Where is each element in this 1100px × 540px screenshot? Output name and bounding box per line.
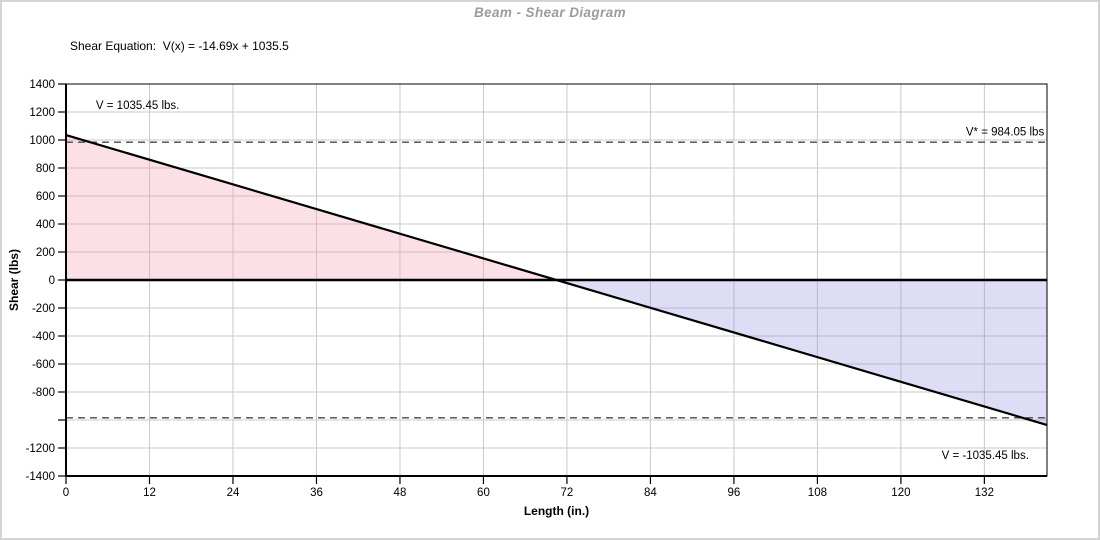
x-tick-label: 48 [394,487,407,499]
x-axis-title: Length (in.) [524,504,589,518]
annotation-allowable-shear: V* = 984.05 lbs [966,126,1045,138]
x-tick-label: 12 [143,487,156,499]
x-tick-label: 84 [644,487,657,499]
y-tick-label: 1000 [29,135,55,147]
x-tick-label: 72 [561,487,574,499]
shear-line [65,133,1048,427]
y-tick-label: 1400 [29,79,55,91]
y-axis-title: Shear (lbs) [7,249,21,311]
shear-equation-label: Shear Equation: V(x) = -14.69x + 1035.5 [70,39,289,53]
y-tick-label: -600 [32,359,55,371]
x-tick-label: 0 [63,487,69,499]
y-tick-label: -1200 [26,443,55,455]
y-tick-label: 600 [36,191,55,203]
y-tick-label: -800 [32,387,55,399]
x-tick-label: 60 [477,487,490,499]
annotation-max-shear: V = 1035.45 lbs. [96,100,179,112]
y-tick-label: 200 [36,247,55,259]
x-tick-label: 132 [975,487,994,499]
y-tick-label: -200 [32,303,55,315]
x-tick-label: 108 [808,487,827,499]
x-tick-label: 120 [891,487,910,499]
y-tick-label: -1400 [26,471,55,483]
y-tick-label: 400 [36,219,55,231]
y-tick-label: 1200 [29,107,55,119]
y-tick-label: 800 [36,163,55,175]
y-tick-label: 0 [49,275,55,287]
chart-title: Beam - Shear Diagram [473,5,627,20]
x-tick-label: 24 [227,487,240,499]
x-tick-label: 96 [728,487,741,499]
y-tick-label: -400 [32,331,55,343]
annotation-min-shear: V = -1035.45 lbs. [942,450,1029,462]
x-tick-label: 36 [310,487,323,499]
